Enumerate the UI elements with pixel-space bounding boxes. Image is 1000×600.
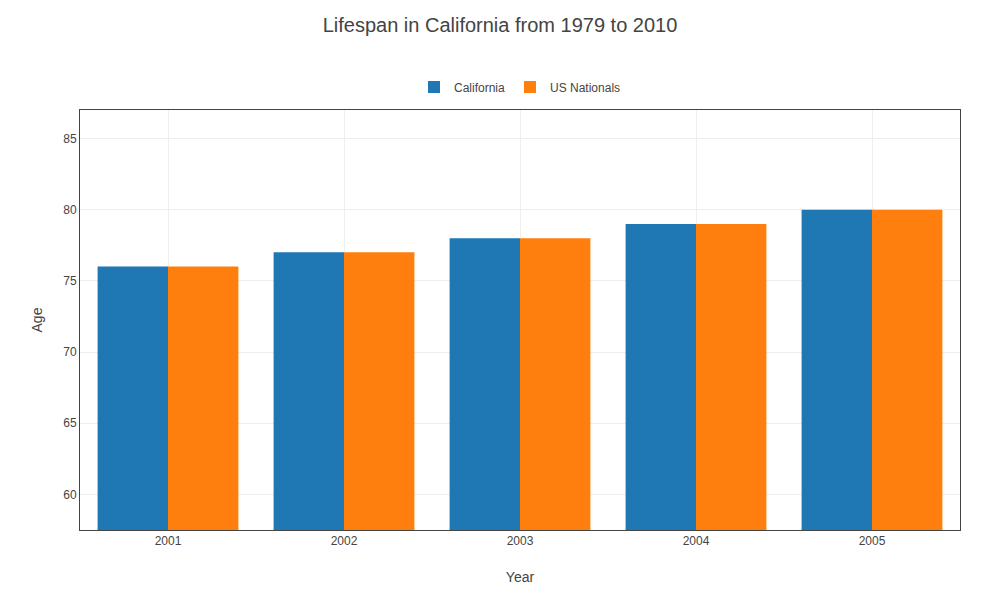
svg-text:60: 60 <box>63 488 77 502</box>
svg-text:California: California <box>454 81 505 95</box>
svg-text:Lifespan in California from 19: Lifespan in California from 1979 to 2010 <box>323 14 678 36</box>
svg-text:US Nationals: US Nationals <box>550 81 620 95</box>
svg-text:2002: 2002 <box>331 534 358 548</box>
svg-text:2005: 2005 <box>859 534 886 548</box>
svg-text:85: 85 <box>63 132 77 146</box>
svg-text:70: 70 <box>63 345 77 359</box>
svg-text:2003: 2003 <box>507 534 534 548</box>
svg-text:2004: 2004 <box>683 534 710 548</box>
svg-text:2001: 2001 <box>155 534 182 548</box>
svg-text:80: 80 <box>63 203 77 217</box>
svg-text:Age: Age <box>29 307 45 332</box>
svg-text:Year: Year <box>506 569 535 585</box>
svg-text:65: 65 <box>63 416 77 430</box>
svg-text:75: 75 <box>63 274 77 288</box>
